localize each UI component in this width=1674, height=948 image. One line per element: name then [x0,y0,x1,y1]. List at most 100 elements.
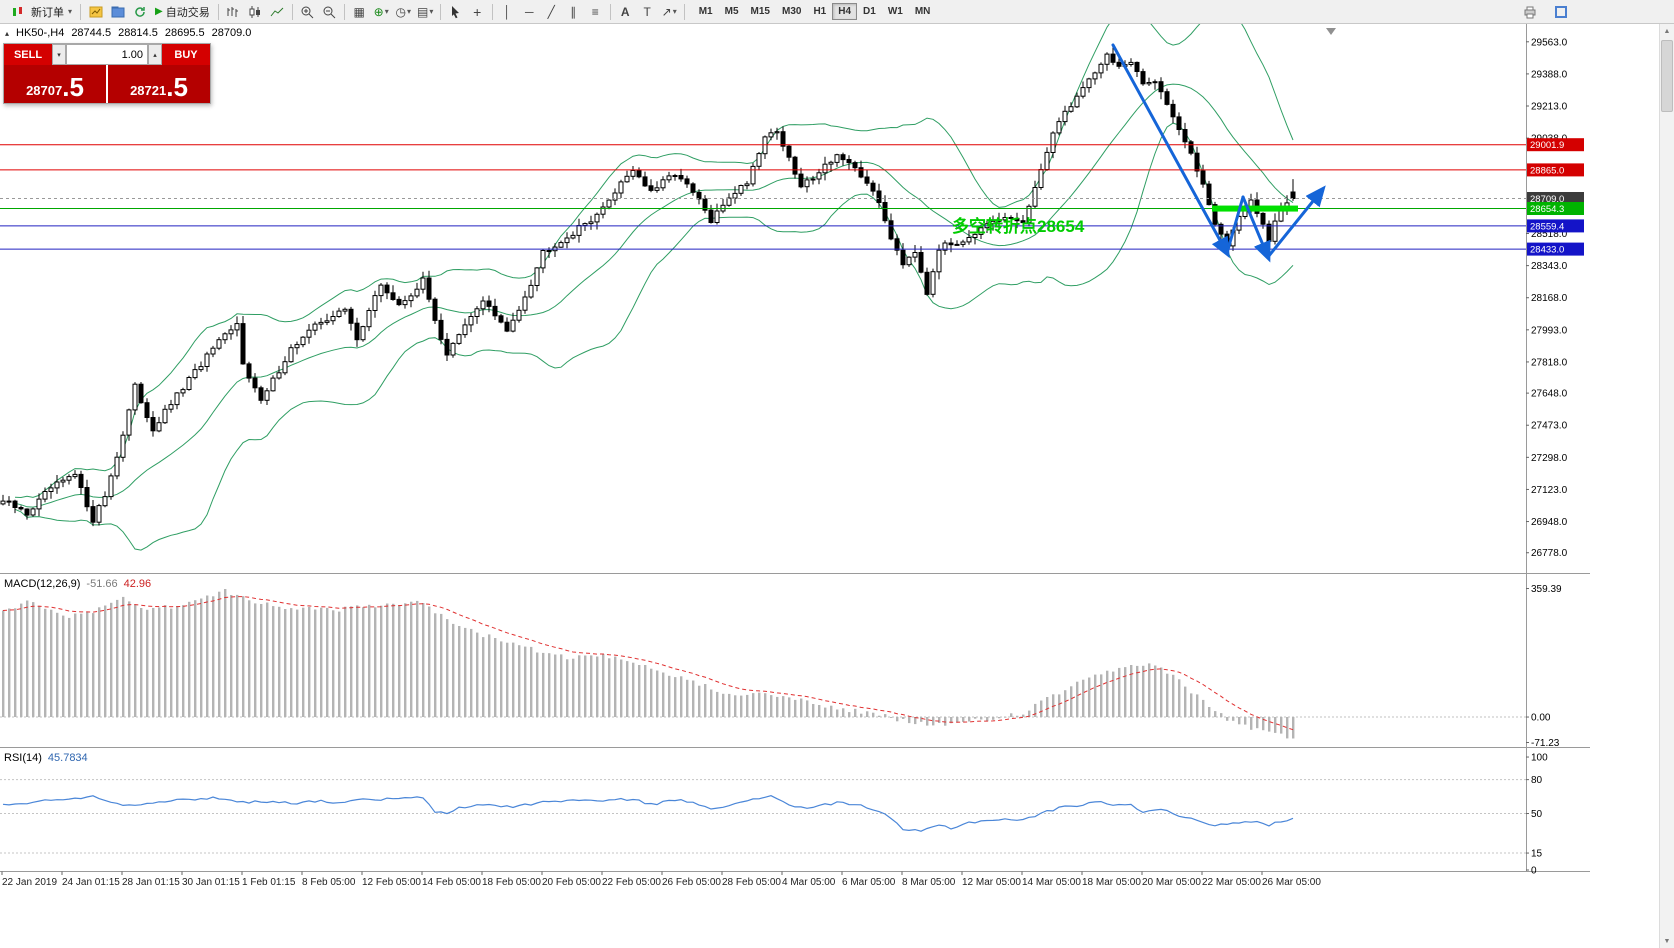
rsi-value: 45.7834 [47,752,88,764]
profiles-icon[interactable] [107,2,128,21]
arrows-button[interactable]: ↗ ▾ [661,4,677,19]
candlestick-chart-button[interactable] [245,2,266,21]
tile-windows-button[interactable]: ▦ [353,4,365,19]
macd-name: MACD(12,26,9) [4,578,81,590]
svg-text:26 Mar 05:00: 26 Mar 05:00 [1262,877,1321,888]
chevron-down-icon: ▾ [672,7,677,16]
svg-text:28518.0: 28518.0 [1531,229,1568,240]
buy-price-frac: .5 [166,72,188,102]
svg-text:15: 15 [1531,849,1543,860]
autotrading-button[interactable]: ▶ 自动交易 [151,1,214,22]
svg-text:18 Mar 05:00: 18 Mar 05:00 [1082,877,1141,888]
volume-increase-button[interactable]: ▴ [148,44,162,65]
svg-text:30 Jan 01:15: 30 Jan 01:15 [182,877,240,888]
new-order-button[interactable]: 新订单 ▾ [3,1,76,22]
svg-text:28 Jan 01:15: 28 Jan 01:15 [122,877,180,888]
svg-text:26948.0: 26948.0 [1531,517,1568,528]
toolbar-right-group [1519,2,1571,21]
autotrading-play-icon: ▶ [155,6,163,17]
timeframe-mn-button[interactable]: MN [909,3,937,20]
crosshair-button[interactable]: + [473,3,482,20]
sell-button[interactable]: SELL [4,44,52,65]
cursor-button[interactable] [445,2,466,21]
svg-text:28 Feb 05:00: 28 Feb 05:00 [722,877,781,888]
timeframe-m1-button[interactable]: M1 [693,3,719,20]
trade-prices-row: 28707.5 28721.5 [4,65,210,103]
autotrading-label: 自动交易 [165,6,210,19]
svg-text:0.00: 0.00 [1531,713,1551,724]
timeframe-h4-button[interactable]: H4 [832,3,858,20]
high-value: 28814.5 [118,27,158,39]
macd-indicator-label: MACD(12,26,9) -51.66 42.96 [4,578,151,590]
timeframe-m30-button[interactable]: M30 [776,3,807,20]
sell-price-button[interactable]: 28707.5 [4,65,106,103]
open-chart-icon[interactable] [85,2,106,21]
volume-input[interactable] [66,44,148,65]
timeframe-d1-button[interactable]: D1 [857,3,882,20]
fibonacci-button[interactable]: ≡ [591,4,599,19]
print-icon[interactable] [1519,2,1540,21]
chevron-down-icon: ▾ [384,7,389,16]
svg-text:27818.0: 27818.0 [1531,357,1568,368]
toolbar-separator [683,3,685,20]
collapse-panel-icon[interactable]: ▴ [5,28,10,38]
new-order-label: 新订单 [31,6,64,19]
svg-text:28559.4: 28559.4 [1530,221,1564,232]
svg-text:26 Feb 05:00: 26 Feb 05:00 [662,877,721,888]
toolbar: 新订单 ▾ ▶ 自动交易 [0,0,1674,24]
svg-text:22 Jan 2019: 22 Jan 2019 [2,877,57,888]
chevron-down-icon: ▾ [406,7,411,16]
svg-text:-71.23: -71.23 [1531,738,1560,749]
open-value: 28744.5 [71,27,112,39]
toolbar-separator [291,3,293,20]
line-chart-button[interactable] [267,2,288,21]
timeframe-h1-button[interactable]: H1 [807,3,832,20]
trendline-button[interactable]: ╱ [547,4,555,19]
rsi-indicator-label: RSI(14) 45.7834 [4,752,88,764]
zoom-out-button[interactable] [319,2,340,21]
svg-text:28433.0: 28433.0 [1530,245,1564,256]
text-label-button[interactable]: T [643,4,651,19]
buy-button[interactable]: BUY [162,44,210,65]
svg-text:24 Jan 01:15: 24 Jan 01:15 [62,877,120,888]
scroll-down-button[interactable]: ▼ [1663,937,1671,945]
timeframe-m5-button[interactable]: M5 [719,3,745,20]
svg-text:1 Feb 01:15: 1 Feb 01:15 [242,877,296,888]
buy-price-int: 28721 [130,83,167,98]
svg-text:28168.0: 28168.0 [1531,293,1568,304]
symbol-ohlc-bar: ▴ HK50-,H4 28744.5 28814.5 28695.5 28709… [5,27,251,39]
close-value: 28709.0 [211,27,252,39]
refresh-icon[interactable] [129,2,150,21]
buy-price-button[interactable]: 28721.5 [108,65,210,103]
chart-canvas[interactable]: 29563.029388.029213.029038.028518.028343… [0,24,1674,948]
svg-text:29001.9: 29001.9 [1530,140,1564,151]
chart-text-annotation[interactable]: 多空转折点28654 [952,217,1085,236]
scrollbar-thumb[interactable] [1661,40,1673,112]
volume-decrease-button[interactable]: ▾ [52,44,66,65]
svg-text:0: 0 [1531,866,1537,877]
equidistant-channel-button[interactable]: ∥ [570,4,577,19]
svg-text:18 Feb 05:00: 18 Feb 05:00 [482,877,541,888]
text-button[interactable]: A [620,4,630,19]
macd-value: -51.66 [86,578,118,590]
toolbar-separator [439,3,441,20]
timeframe-m15-button[interactable]: M15 [745,3,776,20]
svg-text:28343.0: 28343.0 [1531,261,1568,272]
sell-price-frac: .5 [62,72,84,102]
horizontal-line-button[interactable]: ─ [524,4,534,19]
svg-text:26778.0: 26778.0 [1531,548,1568,559]
bar-chart-button[interactable] [223,2,244,21]
indicators-button[interactable]: ⊕ ▾ [373,4,389,19]
templates-button[interactable]: ▤ ▾ [417,4,434,19]
svg-text:6 Mar 05:00: 6 Mar 05:00 [842,877,896,888]
svg-text:20 Feb 05:00: 20 Feb 05:00 [542,877,601,888]
periods-button[interactable]: ◷ ▾ [395,4,411,19]
zoom-in-button[interactable] [297,2,318,21]
scroll-up-button[interactable]: ▲ [1663,27,1671,35]
vertical-line-button[interactable]: │ [503,4,511,19]
toolbar-separator [491,3,493,20]
timeframe-w1-button[interactable]: W1 [882,3,909,20]
svg-text:28654.3: 28654.3 [1530,204,1564,215]
fullscreen-icon[interactable] [1550,2,1571,21]
